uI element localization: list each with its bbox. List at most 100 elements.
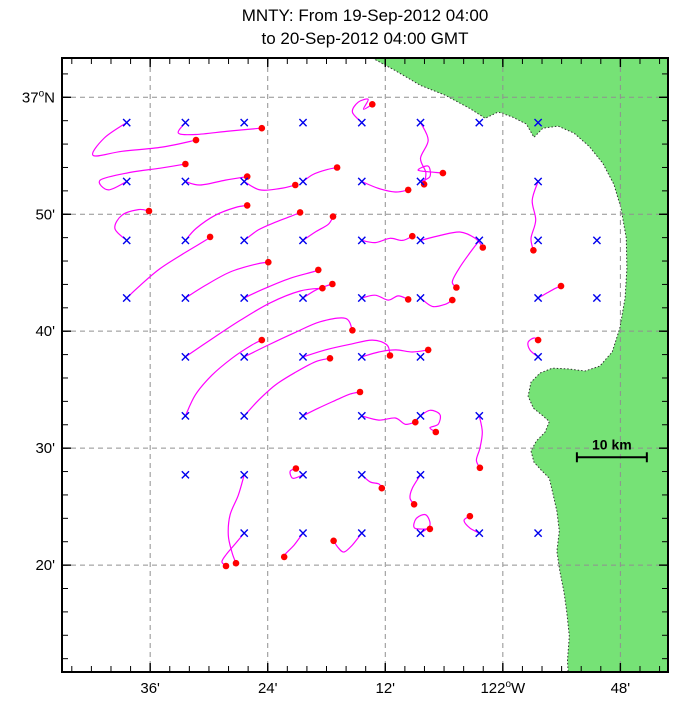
y-axis-tick-label: 40' [35, 323, 55, 340]
release-point-x-icon [534, 236, 543, 245]
release-point-x-icon [240, 118, 249, 127]
drifter-trajectory [184, 176, 248, 186]
release-point-x-icon [181, 177, 190, 186]
drifter-trajectory [98, 163, 186, 191]
release-point-x-icon [298, 352, 308, 361]
release-point-x-icon [298, 529, 308, 538]
release-point-x-icon [475, 411, 484, 420]
end-position-marker [410, 501, 418, 508]
release-point-x-icon [534, 293, 543, 303]
drifter-trajectory [419, 122, 429, 185]
release-point-x-icon [475, 118, 484, 127]
drifter-trajectory [243, 357, 331, 417]
end-position-marker [378, 484, 386, 492]
drifter-trajectory [227, 474, 245, 564]
drifter-trajectory [184, 204, 248, 241]
end-position-marker [258, 124, 266, 132]
release-point-x-icon [181, 236, 190, 245]
end-position-marker [424, 346, 432, 354]
drifter-trajectory [302, 339, 391, 358]
end-position-marker [466, 512, 474, 520]
end-position-marker [333, 164, 341, 171]
end-position-marker [243, 173, 251, 180]
drifter-trajectory [361, 235, 413, 244]
end-marker-layer [145, 101, 565, 570]
drifter-trajectory [184, 261, 269, 299]
plot-frame [61, 57, 669, 673]
drifter-trajectory [302, 216, 334, 241]
drifter-trajectory [302, 166, 338, 183]
release-point-x-icon [357, 236, 366, 245]
end-position-marker [243, 202, 251, 209]
end-position-marker [349, 327, 356, 334]
end-position-marker [145, 207, 153, 215]
land-polygon [372, 57, 669, 673]
release-point-x-icon [181, 411, 190, 420]
end-position-marker [369, 101, 376, 108]
end-position-marker [315, 266, 322, 274]
release-point-x-icon [240, 470, 249, 479]
figure-title-line1: MNTY: From 19-Sep-2012 04:00 [241, 6, 489, 25]
release-point-x-icon [416, 118, 425, 127]
end-position-marker [265, 258, 272, 266]
release-point-x-icon [357, 529, 366, 538]
drifter-trajectory [184, 339, 263, 417]
drifter-trajectory [91, 122, 197, 157]
release-point-x-icon [298, 177, 308, 186]
release-point-x-icon [416, 177, 425, 186]
end-position-marker [292, 181, 299, 189]
end-position-marker [479, 244, 487, 251]
release-point-x-icon [240, 411, 249, 420]
drifter-trajectory [243, 211, 301, 241]
release-point-x-icon [181, 470, 190, 479]
y-axis-tick-label: 37oN [22, 88, 55, 106]
end-position-marker [326, 355, 334, 362]
release-point-x-icon [298, 118, 308, 127]
release-point-x-icon [122, 177, 131, 186]
release-point-x-icon [122, 293, 131, 303]
release-point-x-icon [592, 293, 601, 303]
end-position-marker [449, 296, 456, 304]
release-point-x-icon [416, 411, 425, 420]
x-axis-tick-label: 24' [258, 680, 278, 697]
release-point-x-icon [240, 529, 249, 538]
x-axis-tick-label: 12' [375, 680, 395, 697]
release-point-x-icon [534, 529, 543, 538]
end-position-marker [432, 428, 440, 436]
drifter-trajectory [419, 297, 453, 308]
release-point-x-icon [475, 529, 484, 538]
end-position-marker [296, 209, 304, 216]
release-point-x-icon [592, 236, 601, 245]
scale-bar-label: 10 km [592, 436, 632, 452]
y-axis-tick-label: 30' [35, 440, 55, 457]
axis-labels: 36' 24' 12' 122oW 48' 37oN 50' 40' 30' 20' [22, 88, 630, 697]
y-axis-tick-label: 20' [35, 557, 55, 574]
drifter-trajectory [333, 532, 363, 553]
scale-bar: 10 km [575, 436, 648, 463]
y-axis-tick-label: 50' [35, 206, 55, 223]
release-point-x-icon [240, 352, 249, 361]
end-position-marker [192, 136, 200, 144]
release-point-x-icon [357, 293, 366, 303]
drifter-trajectory [302, 391, 361, 417]
release-point-x-icon [534, 352, 543, 361]
release-point-x-icon [298, 293, 308, 303]
drifter-trajectory [417, 165, 444, 183]
release-point-x-icon [475, 236, 484, 245]
drifter-trajectory [451, 239, 480, 289]
release-point-x-icon [298, 470, 308, 479]
end-position-marker [426, 525, 434, 533]
end-position-marker [222, 562, 230, 570]
end-position-marker [232, 559, 240, 567]
end-position-marker [412, 418, 419, 426]
end-position-marker [319, 284, 326, 292]
end-position-marker [386, 352, 394, 359]
release-point-x-icon [240, 293, 249, 303]
release-point-x-icon [416, 293, 425, 303]
drifter-trajectory [419, 231, 484, 249]
end-position-marker [530, 247, 537, 254]
release-point-x-icon [416, 352, 425, 361]
drifter-trajectory [302, 283, 333, 299]
drifter-trajectory [243, 180, 296, 191]
